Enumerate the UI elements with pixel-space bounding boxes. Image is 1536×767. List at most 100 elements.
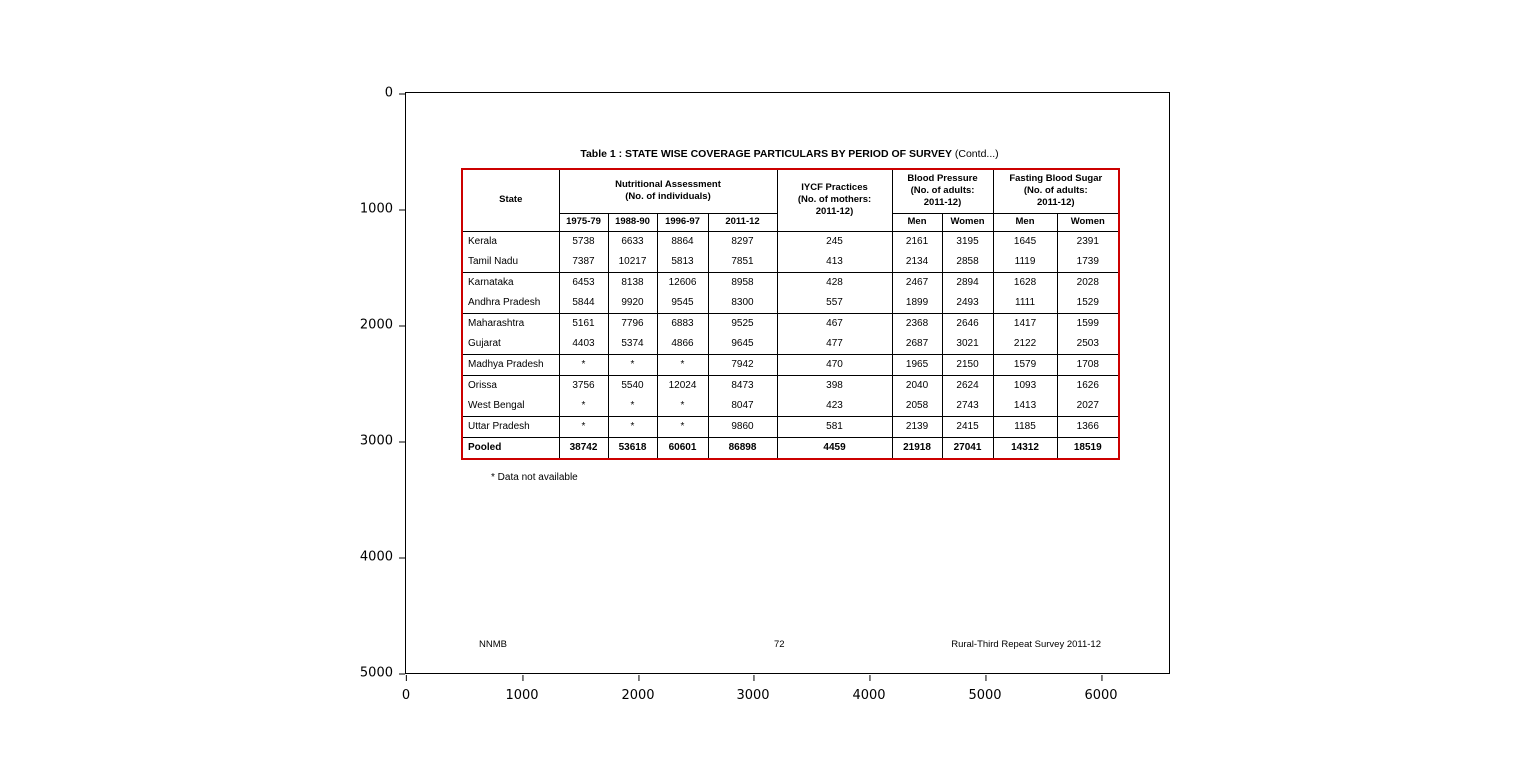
y-axis-tick: 3000 — [351, 434, 405, 449]
value-cell: 4403 — [558, 333, 609, 355]
x-axis-tick: 1000 — [505, 675, 539, 703]
value-cell: 8864 — [656, 231, 709, 252]
state-cell: Madhya Pradesh — [461, 354, 560, 376]
value-cell: * — [558, 416, 609, 438]
value-cell: 2368 — [891, 313, 943, 334]
value-cell: 245 — [776, 231, 893, 252]
state-cell: Gujarat — [461, 333, 560, 355]
value-cell: 1708 — [1056, 354, 1120, 376]
value-cell: 470 — [776, 354, 893, 376]
subcol-header-1988-90: 1988-90 — [607, 212, 658, 232]
table-title-suffix: (Contd...) — [954, 148, 999, 160]
subcol-header-fbs-men: Men — [992, 212, 1058, 232]
subcol-header-bp-men: Men — [891, 212, 943, 232]
value-cell: 9645 — [707, 333, 778, 355]
table-row: Kerala 5738 6633 8864 8297 245 2161 3195 1645 239… — [461, 231, 1120, 252]
table-row: Orissa 3756 5540 12024 8473 398 2040 2624 1093 16… — [461, 375, 1120, 396]
value-cell: 6453 — [558, 272, 609, 293]
value-cell: 5540 — [607, 375, 658, 396]
subcol-header-bp-women: Women — [941, 212, 994, 232]
state-cell: Tamil Nadu — [461, 251, 560, 273]
table-title-main: Table 1 : STATE WISE COVERAGE PARTICULAR… — [580, 148, 952, 160]
value-cell: 1579 — [992, 354, 1058, 376]
value-cell: 557 — [776, 292, 893, 314]
state-cell: West Bengal — [461, 395, 560, 417]
value-cell: 38742 — [558, 437, 609, 459]
value-cell: 1093 — [992, 375, 1058, 396]
value-cell: 7387 — [558, 251, 609, 273]
value-cell: 467 — [776, 313, 893, 334]
value-cell: 6883 — [656, 313, 709, 334]
value-cell: 413 — [776, 251, 893, 273]
value-cell: 423 — [776, 395, 893, 417]
value-cell: 1599 — [1056, 313, 1120, 334]
value-cell: 5161 — [558, 313, 609, 334]
col-header-state: State — [461, 168, 560, 232]
value-cell: 2040 — [891, 375, 943, 396]
subcol-header-fbs-women: Women — [1056, 212, 1120, 232]
value-cell: 6633 — [607, 231, 658, 252]
value-cell: 2161 — [891, 231, 943, 252]
value-cell: 2858 — [941, 251, 994, 273]
value-cell: 1628 — [992, 272, 1058, 293]
table-title: Table 1 : STATE WISE COVERAGE PARTICULAR… — [461, 148, 1118, 160]
value-cell: 5844 — [558, 292, 609, 314]
value-cell: 1185 — [992, 416, 1058, 438]
col-header-nutritional: Nutritional Assessment (No. of individua… — [558, 168, 778, 214]
value-cell: 2503 — [1056, 333, 1120, 355]
header-line: 2011-12) — [923, 197, 962, 209]
value-cell: 5738 — [558, 231, 609, 252]
value-cell: 27041 — [941, 437, 994, 459]
value-cell: 398 — [776, 375, 893, 396]
value-cell: 1739 — [1056, 251, 1120, 273]
value-cell: 5374 — [607, 333, 658, 355]
header-line: (No. of mothers: — [797, 194, 872, 206]
value-cell: 4866 — [656, 333, 709, 355]
table-row: Tamil Nadu 7387 10217 5813 7851 413 2134 2858 11… — [461, 251, 1120, 273]
value-cell: 3195 — [941, 231, 994, 252]
value-cell: 2150 — [941, 354, 994, 376]
value-cell: 60601 — [656, 437, 709, 459]
state-cell: Andhra Pradesh — [461, 292, 560, 314]
table-header: State Nutritional Assessment (No. of ind… — [461, 168, 1120, 232]
value-cell: 2646 — [941, 313, 994, 334]
value-cell: 1366 — [1056, 416, 1120, 438]
value-cell: * — [558, 395, 609, 417]
header-line: (No. of adults: — [910, 185, 975, 197]
value-cell: 1111 — [992, 292, 1058, 314]
value-cell: 7942 — [707, 354, 778, 376]
y-axis-tick: 1000 — [351, 202, 405, 217]
state-cell: Karnataka — [461, 272, 560, 293]
value-cell: 9860 — [707, 416, 778, 438]
value-cell: 2467 — [891, 272, 943, 293]
header-line: 2011-12) — [1037, 197, 1075, 209]
header-line: (No. of adults: — [1023, 185, 1088, 197]
value-cell: 8138 — [607, 272, 658, 293]
value-cell: * — [656, 395, 709, 417]
table-row: Gujarat 4403 5374 4866 9645 477 2687 3021 2122 25… — [461, 333, 1120, 355]
x-axis-tick: 6000 — [1084, 675, 1118, 703]
subcol-header-1975-79: 1975-79 — [558, 212, 609, 232]
value-cell: 5813 — [656, 251, 709, 273]
col-header-blood-pressure: Blood Pressure (No. of adults: 2011-12) — [891, 168, 994, 214]
value-cell: * — [558, 354, 609, 376]
value-cell: 2391 — [1056, 231, 1120, 252]
subcol-header-1996-97: 1996-97 — [656, 212, 709, 232]
col-header-iycf: IYCF Practices (No. of mothers: 2011-12) — [776, 168, 893, 232]
value-cell: 2028 — [1056, 272, 1120, 293]
table-row: Madhya Pradesh * * * 7942 470 1965 2150 1579 1708 — [461, 354, 1120, 376]
value-cell: * — [607, 395, 658, 417]
table-row: Uttar Pradesh * * * 9860 581 2139 2415 1185 1366 — [461, 416, 1120, 438]
value-cell: 86898 — [707, 437, 778, 459]
col-header-fasting-blood-sugar: Fasting Blood Sugar (No. of adults: 2011… — [992, 168, 1120, 214]
footnote: * Data not available — [491, 472, 578, 483]
x-axis-tick: 2000 — [621, 675, 655, 703]
value-cell: * — [656, 416, 709, 438]
value-cell: 477 — [776, 333, 893, 355]
value-cell: 3021 — [941, 333, 994, 355]
y-axis-tick: 0 — [351, 86, 405, 101]
value-cell: 3756 — [558, 375, 609, 396]
header-line: Fasting Blood Sugar — [1009, 172, 1103, 184]
value-cell: * — [607, 354, 658, 376]
header-line: 2011-12) — [815, 206, 854, 218]
